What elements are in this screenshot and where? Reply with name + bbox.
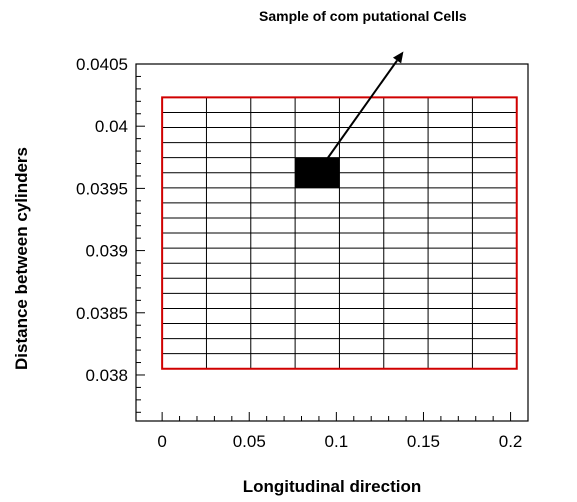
x-tick-label-3: 0.15 [407,432,440,451]
y-tick-label-1: 0.0385 [76,304,128,323]
annotation-arrowhead [392,51,404,64]
x-axis: 0 0.05 0.1 0.15 0.2 [157,412,529,451]
annotation-label: Sample of com putational Cells [259,8,467,24]
annotation-arrow [316,59,398,174]
x-tick-label-1: 0.05 [233,432,266,451]
plot-frame [135,63,529,422]
y-tick-label-0: 0.038 [85,366,128,385]
x-tick-label-0: 0 [157,432,166,451]
x-tick-label-2: 0.1 [325,432,349,451]
x-tick-label-4: 0.2 [499,432,523,451]
y-axis-title: Distance between cylinders [12,147,31,370]
mesh-grid [161,96,518,370]
y-tick-label-3: 0.0395 [76,179,128,198]
x-axis-title: Longitudinal direction [243,477,421,496]
domain-boundary [161,96,518,370]
y-tick-label-2: 0.039 [85,242,128,261]
y-tick-label-4: 0.04 [95,117,128,136]
y-tick-label-5: 0.0405 [76,55,128,74]
y-axis: 0.038 0.0385 0.039 0.0395 0.04 0.0405 [76,55,145,413]
